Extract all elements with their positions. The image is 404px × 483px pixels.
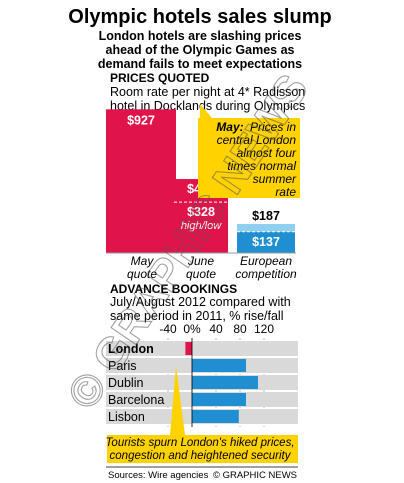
axis-tick-label: 0%	[183, 322, 201, 336]
bookings-callout-line: congestion and heightened security	[110, 450, 292, 462]
subtitle: London hotels are slashing prices ahead …	[98, 29, 302, 71]
may-callout-text: May: Prices in	[216, 120, 296, 134]
city-label: London	[108, 342, 154, 356]
high-low-label: high/low	[181, 220, 222, 232]
city-label: Paris	[108, 359, 136, 373]
footer-source: Sources: Wire agencies	[108, 470, 209, 481]
bookings-description-line: July/August 2012 compared with	[110, 295, 291, 309]
bar-dublin	[192, 376, 258, 389]
prices-section-title: PRICES QUOTED	[110, 71, 210, 85]
bookings-bar-chart: -40 0% 40 80 120 London Paris Dublin Barcelona Li…	[106, 322, 298, 427]
bar-barcelona	[192, 393, 246, 406]
axis-tick-label: 80	[233, 322, 247, 336]
may-callout-label: May:	[216, 120, 243, 134]
bookings-callout: Tourists spurn London's hiked prices, co…	[105, 366, 298, 463]
bar-may-quote	[106, 109, 176, 253]
may-callout-line: Prices in	[250, 120, 296, 134]
bar-value-label: $187	[252, 209, 280, 223]
bar-value-label: $927	[127, 113, 155, 127]
bar-value-label: $328	[187, 205, 215, 219]
page-title: Olympic hotels sales slump	[68, 6, 331, 28]
footer-credit: © GRAPHIC NEWS	[213, 470, 297, 481]
bar-value-label: $137	[252, 235, 280, 249]
city-label: Lisbon	[108, 410, 145, 424]
bookings-description-line: same period in 2011, % rise/fall	[110, 309, 283, 323]
axis-tick-label: 40	[209, 322, 223, 336]
category-label: quote	[127, 267, 157, 281]
subtitle-line: demand fails to meet expectations	[98, 57, 302, 71]
bar-london	[185, 342, 192, 355]
may-callout-line: rate	[275, 185, 296, 199]
axis-tick-label: -40	[159, 322, 177, 336]
may-callout-line: almost four	[237, 146, 297, 160]
axis-tick-label: 120	[254, 322, 274, 336]
prices-description-line: Room rate per night at 4* Radisson	[110, 85, 305, 99]
may-callout: May: Prices in central London almost fou…	[198, 104, 300, 199]
category-label: quote	[186, 267, 216, 281]
bookings-callout-line: Tourists spurn London's hiked prices,	[105, 437, 294, 449]
bar-european-high	[237, 224, 295, 232]
city-label: Barcelona	[108, 393, 164, 407]
may-callout-box	[198, 104, 300, 198]
category-label: June	[187, 254, 214, 268]
row-background	[106, 341, 298, 356]
bookings-callout-box	[107, 366, 298, 463]
bookings-section-title: ADVANCE BOOKINGS	[110, 282, 237, 296]
category-label: May	[131, 254, 155, 268]
prices-category-labels: May quote June quote European competitio…	[127, 254, 297, 281]
category-label: European	[240, 254, 292, 268]
may-callout-line: summer	[253, 172, 297, 186]
subtitle-line: London hotels are slashing prices	[99, 29, 302, 43]
city-label: Dublin	[108, 376, 143, 390]
may-callout-line: central London	[217, 133, 297, 147]
subtitle-line: ahead of the Olympic Games as	[106, 43, 295, 57]
bar-lisbon	[192, 410, 239, 423]
category-label: competition	[235, 267, 297, 281]
bar-european-low	[237, 231, 295, 253]
may-callout-line: times normal	[227, 159, 296, 173]
bar-paris	[192, 359, 246, 372]
